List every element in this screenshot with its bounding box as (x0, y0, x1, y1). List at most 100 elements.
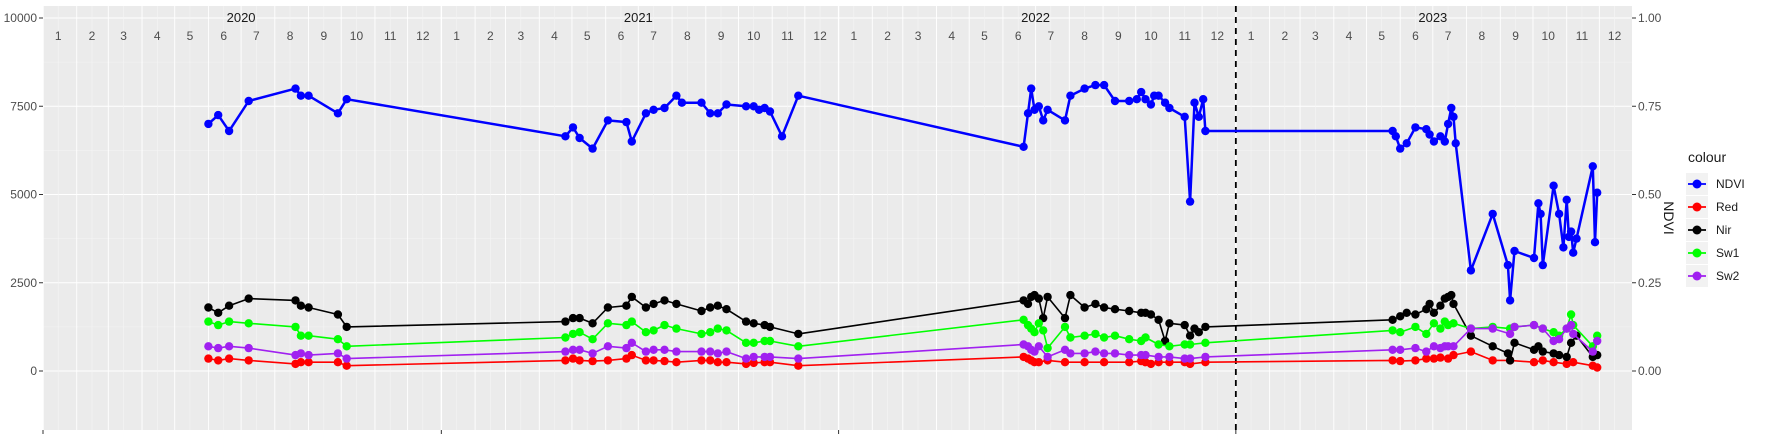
data-point (1034, 294, 1044, 303)
data-point (214, 343, 223, 353)
data-point (1146, 359, 1156, 369)
data-point (244, 96, 253, 106)
data-point (1572, 234, 1581, 243)
data-point (1125, 96, 1134, 106)
data-point (1466, 324, 1476, 333)
data-point (622, 117, 631, 127)
data-point (660, 320, 669, 330)
data-point (568, 345, 578, 354)
left-axis-tick-label: 5000 (10, 188, 37, 202)
data-point (713, 358, 722, 367)
data-point (342, 354, 351, 363)
data-point (1443, 119, 1453, 129)
month-label: 5 (584, 29, 591, 43)
month-label: 12 (1211, 29, 1225, 43)
data-point (224, 126, 234, 136)
data-point (1110, 349, 1120, 358)
right-axis-tick-label: 1.00 (1638, 11, 1662, 25)
data-point (1422, 329, 1431, 339)
data-point (1043, 352, 1052, 362)
data-point (575, 328, 584, 337)
data-point (649, 345, 658, 354)
data-point (1429, 342, 1439, 351)
data-point (1034, 319, 1044, 328)
data-point (672, 324, 681, 333)
data-point (333, 349, 343, 358)
data-point (1396, 312, 1405, 321)
data-point (1566, 338, 1576, 347)
data-point (561, 317, 570, 326)
month-label: 7 (1445, 29, 1452, 43)
data-point (296, 349, 306, 358)
data-point (1588, 347, 1598, 356)
data-point (1422, 354, 1431, 363)
data-point (1503, 349, 1513, 358)
month-label: 7 (1047, 29, 1054, 43)
data-point (342, 95, 351, 104)
data-point (1199, 95, 1208, 104)
legend-label: Sw1 (1716, 246, 1740, 260)
month-label: 1 (55, 29, 62, 43)
month-label: 3 (915, 29, 922, 43)
data-point (794, 361, 803, 370)
data-point (706, 328, 715, 337)
data-point (1194, 328, 1204, 337)
month-label: 10 (1542, 29, 1556, 43)
data-point (588, 356, 597, 366)
data-point (627, 137, 636, 146)
data-point (1510, 338, 1519, 347)
data-point (1080, 303, 1089, 312)
data-point (649, 356, 658, 365)
data-point (622, 301, 631, 310)
data-point (1185, 331, 1195, 340)
month-label: 3 (1312, 29, 1319, 43)
data-point (1411, 343, 1420, 353)
data-point (333, 310, 343, 319)
data-point (1165, 319, 1174, 328)
data-point (1091, 347, 1100, 356)
data-point (1201, 126, 1210, 136)
data-point (1154, 352, 1163, 362)
left-axis-tick-label: 7500 (10, 99, 37, 113)
data-point (1080, 349, 1089, 358)
data-point (1429, 137, 1439, 146)
data-point (1466, 331, 1476, 340)
data-point (1569, 248, 1578, 257)
series-layer (204, 80, 1602, 372)
data-point (1505, 356, 1515, 365)
legend-key-marker (1692, 225, 1702, 235)
data-point (1043, 343, 1052, 353)
data-point (296, 91, 306, 100)
data-point (660, 356, 669, 366)
data-point (1185, 340, 1195, 349)
data-point (765, 107, 775, 116)
data-point (722, 358, 731, 367)
data-point (1593, 188, 1602, 197)
data-point (1110, 96, 1120, 106)
data-point (1388, 315, 1397, 324)
data-point (697, 306, 706, 316)
data-point (1425, 130, 1434, 139)
data-point (706, 109, 715, 118)
series-sw2 (204, 320, 1602, 363)
data-point (1194, 112, 1204, 122)
data-point (575, 356, 584, 365)
data-point (603, 342, 613, 351)
data-point (641, 347, 651, 356)
data-point (672, 299, 681, 309)
data-point (1060, 358, 1070, 367)
data-point (697, 347, 706, 356)
data-point (660, 296, 669, 305)
data-point (1154, 340, 1163, 349)
data-point (1125, 358, 1134, 367)
month-label: 2 (89, 29, 96, 43)
month-label: 1 (850, 29, 857, 43)
month-label: 4 (1346, 29, 1353, 43)
data-point (291, 322, 300, 332)
month-label: 6 (1015, 29, 1022, 43)
data-point (342, 342, 351, 351)
data-point (1154, 91, 1163, 100)
data-point (677, 98, 687, 107)
data-point (1503, 260, 1513, 270)
data-point (1030, 328, 1039, 337)
